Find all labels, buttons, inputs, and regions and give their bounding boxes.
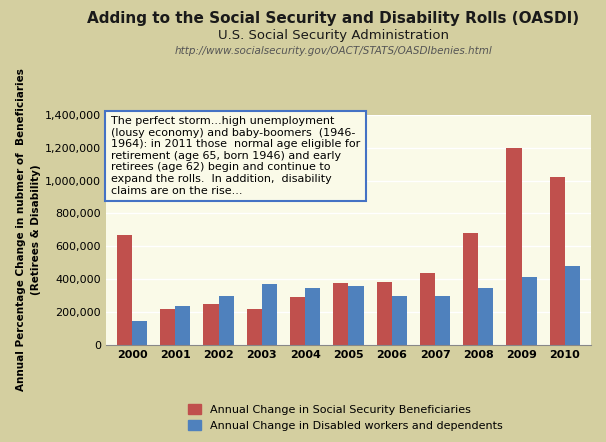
Bar (376, 282, 391, 345)
Text: The perfect storm...high unemployment
(lousy economy) and baby-boomers  (1946-
1: The perfect storm...high unemployment (l… (111, 116, 360, 196)
Text: Adding to the Social Security and Disability Rolls (OASDI): Adding to the Social Security and Disabi… (87, 11, 579, 26)
Bar (565, 266, 580, 345)
Bar (204, 304, 219, 345)
Bar (247, 309, 262, 345)
Bar (132, 321, 147, 345)
Bar (117, 235, 132, 345)
Text: U.S. Social Security Administration: U.S. Social Security Administration (218, 29, 449, 42)
Bar (435, 296, 450, 345)
Bar (290, 297, 305, 345)
Bar (463, 233, 478, 345)
Bar (478, 288, 493, 345)
Text: http://www.socialsecurity.gov/OACT/STATS/OASDIbenies.html: http://www.socialsecurity.gov/OACT/STATS… (175, 46, 492, 56)
Bar (160, 309, 175, 345)
Bar (420, 273, 435, 345)
Bar (550, 177, 565, 345)
Bar (333, 283, 348, 345)
Bar (391, 296, 407, 345)
Bar (175, 306, 190, 345)
Bar (348, 286, 364, 345)
Bar (219, 296, 234, 345)
Legend: Annual Change in Social Security Beneficiaries, Annual Change in Disabled worker: Annual Change in Social Security Benefic… (185, 400, 506, 434)
Bar (507, 148, 522, 345)
Bar (522, 277, 537, 345)
Bar (305, 288, 321, 345)
Bar (262, 284, 277, 345)
Y-axis label: Annual Percentage Change in nubmer of  Beneficiaries
(Retirees & Disability): Annual Percentage Change in nubmer of Be… (16, 69, 41, 391)
